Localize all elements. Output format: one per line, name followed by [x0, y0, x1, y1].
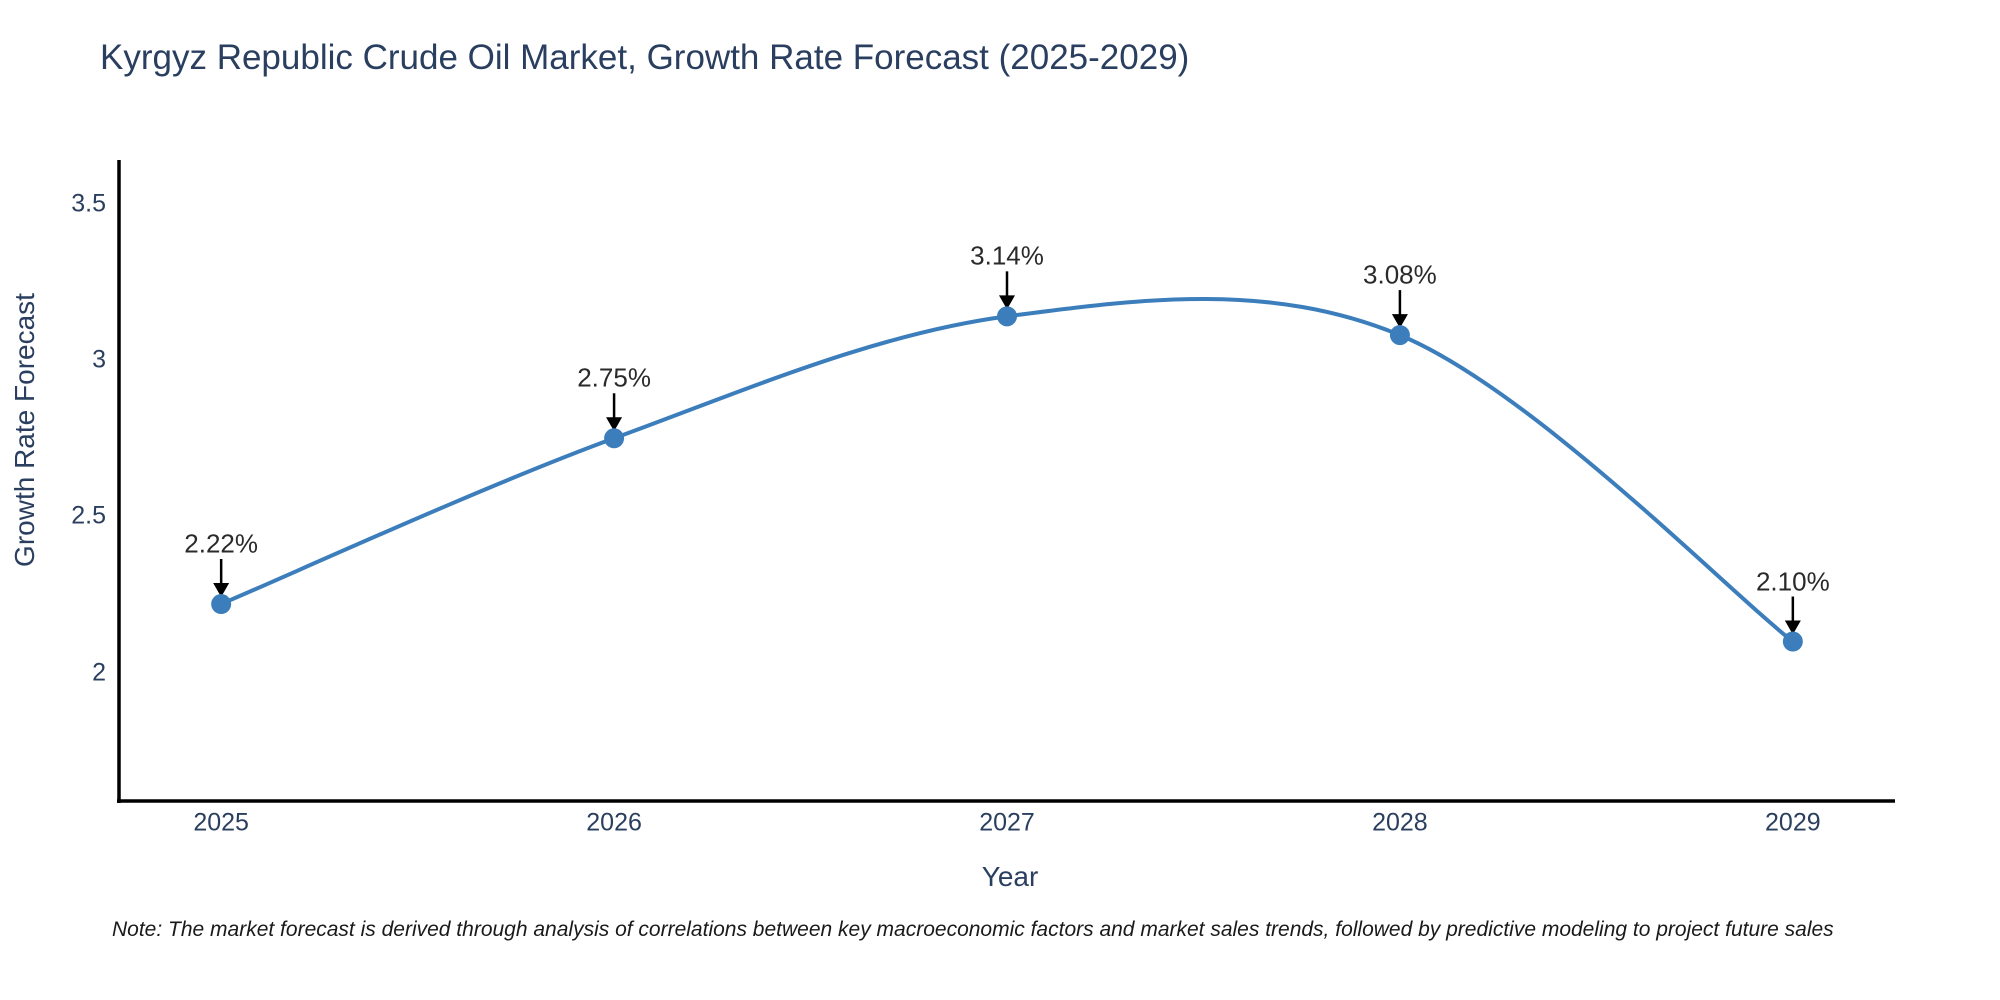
annotation-arrowhead-icon	[213, 583, 230, 598]
x-tick-label: 2025	[193, 808, 249, 837]
annotation-arrowhead-icon	[999, 295, 1015, 310]
data-point-marker[interactable]	[997, 306, 1017, 327]
x-tick-label: 2026	[586, 808, 642, 837]
data-point-value-label: 2.10%	[1755, 566, 1830, 597]
chart-footnote: Note: The market forecast is derived thr…	[112, 918, 1834, 941]
data-point-marker[interactable]	[1389, 325, 1410, 346]
data-point-value-label: 3.08%	[1363, 259, 1437, 290]
y-axis-title: Growth Rate Forecast	[9, 293, 40, 567]
chart-title: Kyrgyz Republic Crude Oil Market, Growth…	[100, 38, 1190, 77]
annotation-arrowhead-icon	[606, 417, 623, 432]
forecast-line-path	[219, 296, 1795, 644]
data-point-marker[interactable]	[1782, 631, 1803, 652]
x-tick-label: 2029	[1765, 808, 1821, 837]
data-point-marker[interactable]	[211, 594, 232, 615]
y-tick-label: 2.5	[71, 501, 106, 530]
data-point-value-label: 3.14%	[970, 240, 1044, 271]
x-axis-title: Year	[981, 861, 1039, 892]
y-tick-label: 3	[92, 345, 106, 374]
x-tick-label: 2027	[979, 808, 1035, 837]
annotation-arrowhead-icon	[1784, 620, 1801, 635]
y-tick-label: 3.5	[71, 189, 106, 218]
y-tick-label: 2	[92, 658, 106, 687]
data-point-value-label: 2.75%	[577, 362, 651, 393]
x-tick-label: 2028	[1372, 808, 1428, 837]
data-point-value-label: 2.22%	[184, 528, 259, 559]
data-point-marker[interactable]	[604, 428, 625, 449]
annotation-arrowhead-icon	[1391, 314, 1408, 329]
